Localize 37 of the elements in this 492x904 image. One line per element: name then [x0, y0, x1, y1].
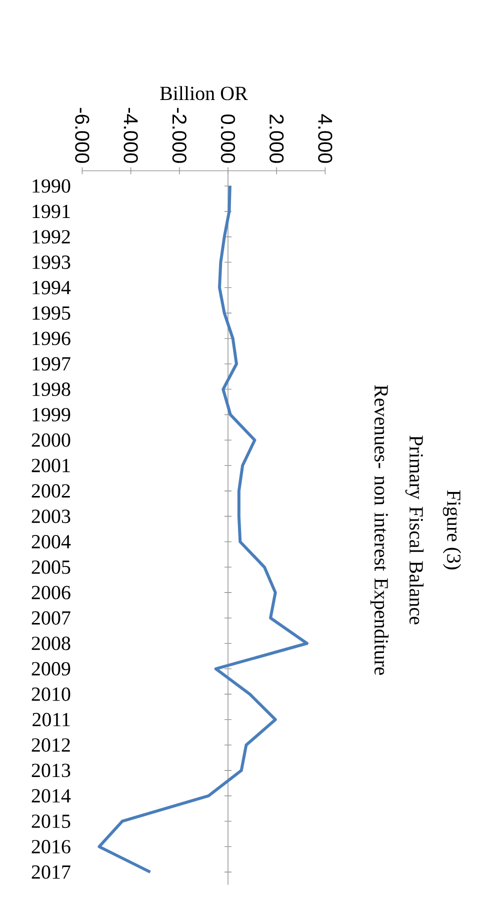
y-tick-label: 2015 — [32, 814, 70, 828]
y-tick-label: 1993 — [32, 256, 70, 269]
y-tick-label: 2001 — [32, 458, 70, 472]
y-tick-label: 1992 — [32, 230, 70, 244]
y-tick-label: 2003 — [32, 510, 70, 524]
y-tick-label: 1997 — [32, 357, 70, 371]
x-tick-label: -4.000 — [124, 108, 138, 163]
y-tick-label: 2016 — [32, 840, 70, 854]
y-tick-label: 1999 — [32, 408, 70, 422]
y-tick-label: 2014 — [32, 789, 71, 803]
x-tick-label: -6.000 — [75, 108, 90, 163]
y-tick-label: 2000 — [32, 433, 70, 447]
y-tick-label: 2008 — [32, 636, 70, 650]
y-tick-label: 1990 — [32, 179, 70, 193]
y-tick-label: 2009 — [32, 662, 70, 676]
text: Figure (3) — [442, 490, 462, 570]
x-tick-label: -2.000 — [172, 108, 186, 163]
y-tick-label: 2005 — [32, 560, 70, 574]
y-tick-label: 2010 — [32, 687, 70, 701]
y-tick-label: 2011 — [32, 712, 70, 726]
y-tick-label: 2012 — [32, 738, 70, 752]
y-tick-label: 1995 — [32, 306, 70, 320]
y-tick-label: 1996 — [32, 332, 70, 346]
text: Primary Fiscal Balance Revenues- non interest Expenditure — [370, 385, 424, 675]
y-tick-label: 2004 — [32, 534, 71, 548]
y-tick-label: 1994 — [32, 280, 71, 294]
y-tick-label: 2002 — [32, 484, 70, 498]
x-tick-label: 2.000 — [270, 114, 284, 163]
y-tick-label: 2006 — [32, 586, 70, 600]
x-tick-label: 4.000 — [318, 114, 332, 163]
x-axis-title: Billion OR — [160, 86, 248, 100]
x-tick-label: 0.000 — [220, 114, 236, 163]
y-tick-label: 1998 — [32, 382, 70, 396]
y-tick-label: 2013 — [32, 764, 70, 778]
y-tick-label: 2007 — [32, 611, 70, 625]
y-tick-label: 1991 — [32, 204, 70, 218]
y-tick-label: 2017 — [32, 865, 70, 879]
